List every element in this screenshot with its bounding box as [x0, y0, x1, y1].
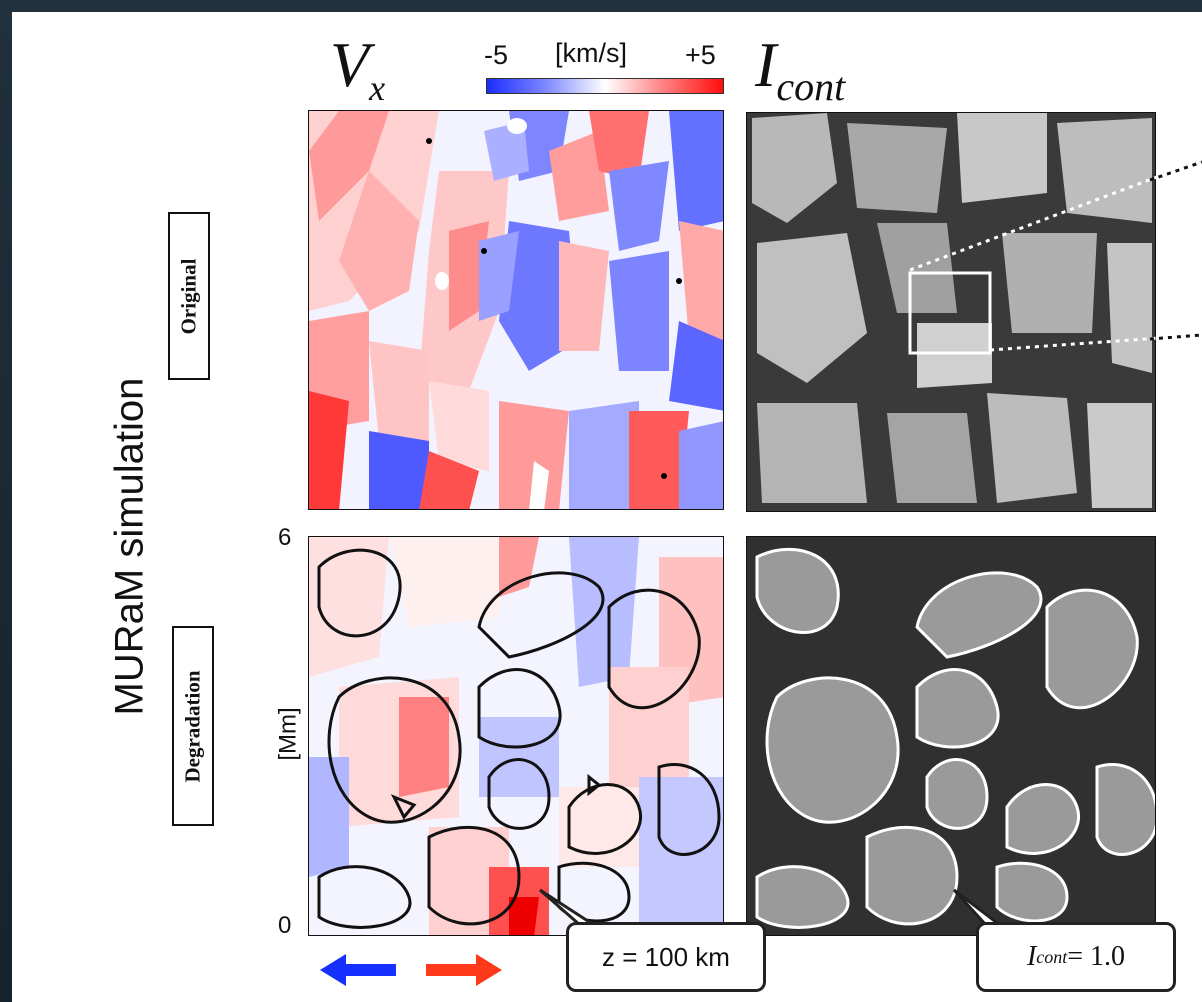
row-label-degradation: Degradation — [172, 626, 214, 826]
height-callout: z = 100 km — [566, 922, 766, 992]
velocity-colorbar — [486, 78, 724, 94]
icont-header: Icont — [755, 29, 846, 109]
side-title: MURaM simulation — [107, 377, 152, 716]
vx-original-panel — [308, 110, 724, 510]
icont-degraded-panel — [746, 536, 1156, 936]
colorbar-max-label: +5 — [685, 40, 716, 70]
y-axis-tick-bottom: 0 — [278, 912, 292, 939]
motion-arrows — [320, 954, 502, 986]
icont-original-panel — [746, 112, 1156, 512]
row-label-original: Original — [168, 212, 210, 380]
colorbar-unit-label: [km/s] — [555, 38, 627, 68]
colorbar-min-label: -5 — [484, 40, 509, 70]
vx-header: Vx — [330, 29, 386, 108]
zoom-indicator-lines — [909, 158, 1202, 352]
y-axis-label: [Mm] — [274, 707, 302, 761]
y-axis-tick-top: 6 — [278, 524, 292, 551]
vx-degraded-panel — [308, 536, 724, 936]
